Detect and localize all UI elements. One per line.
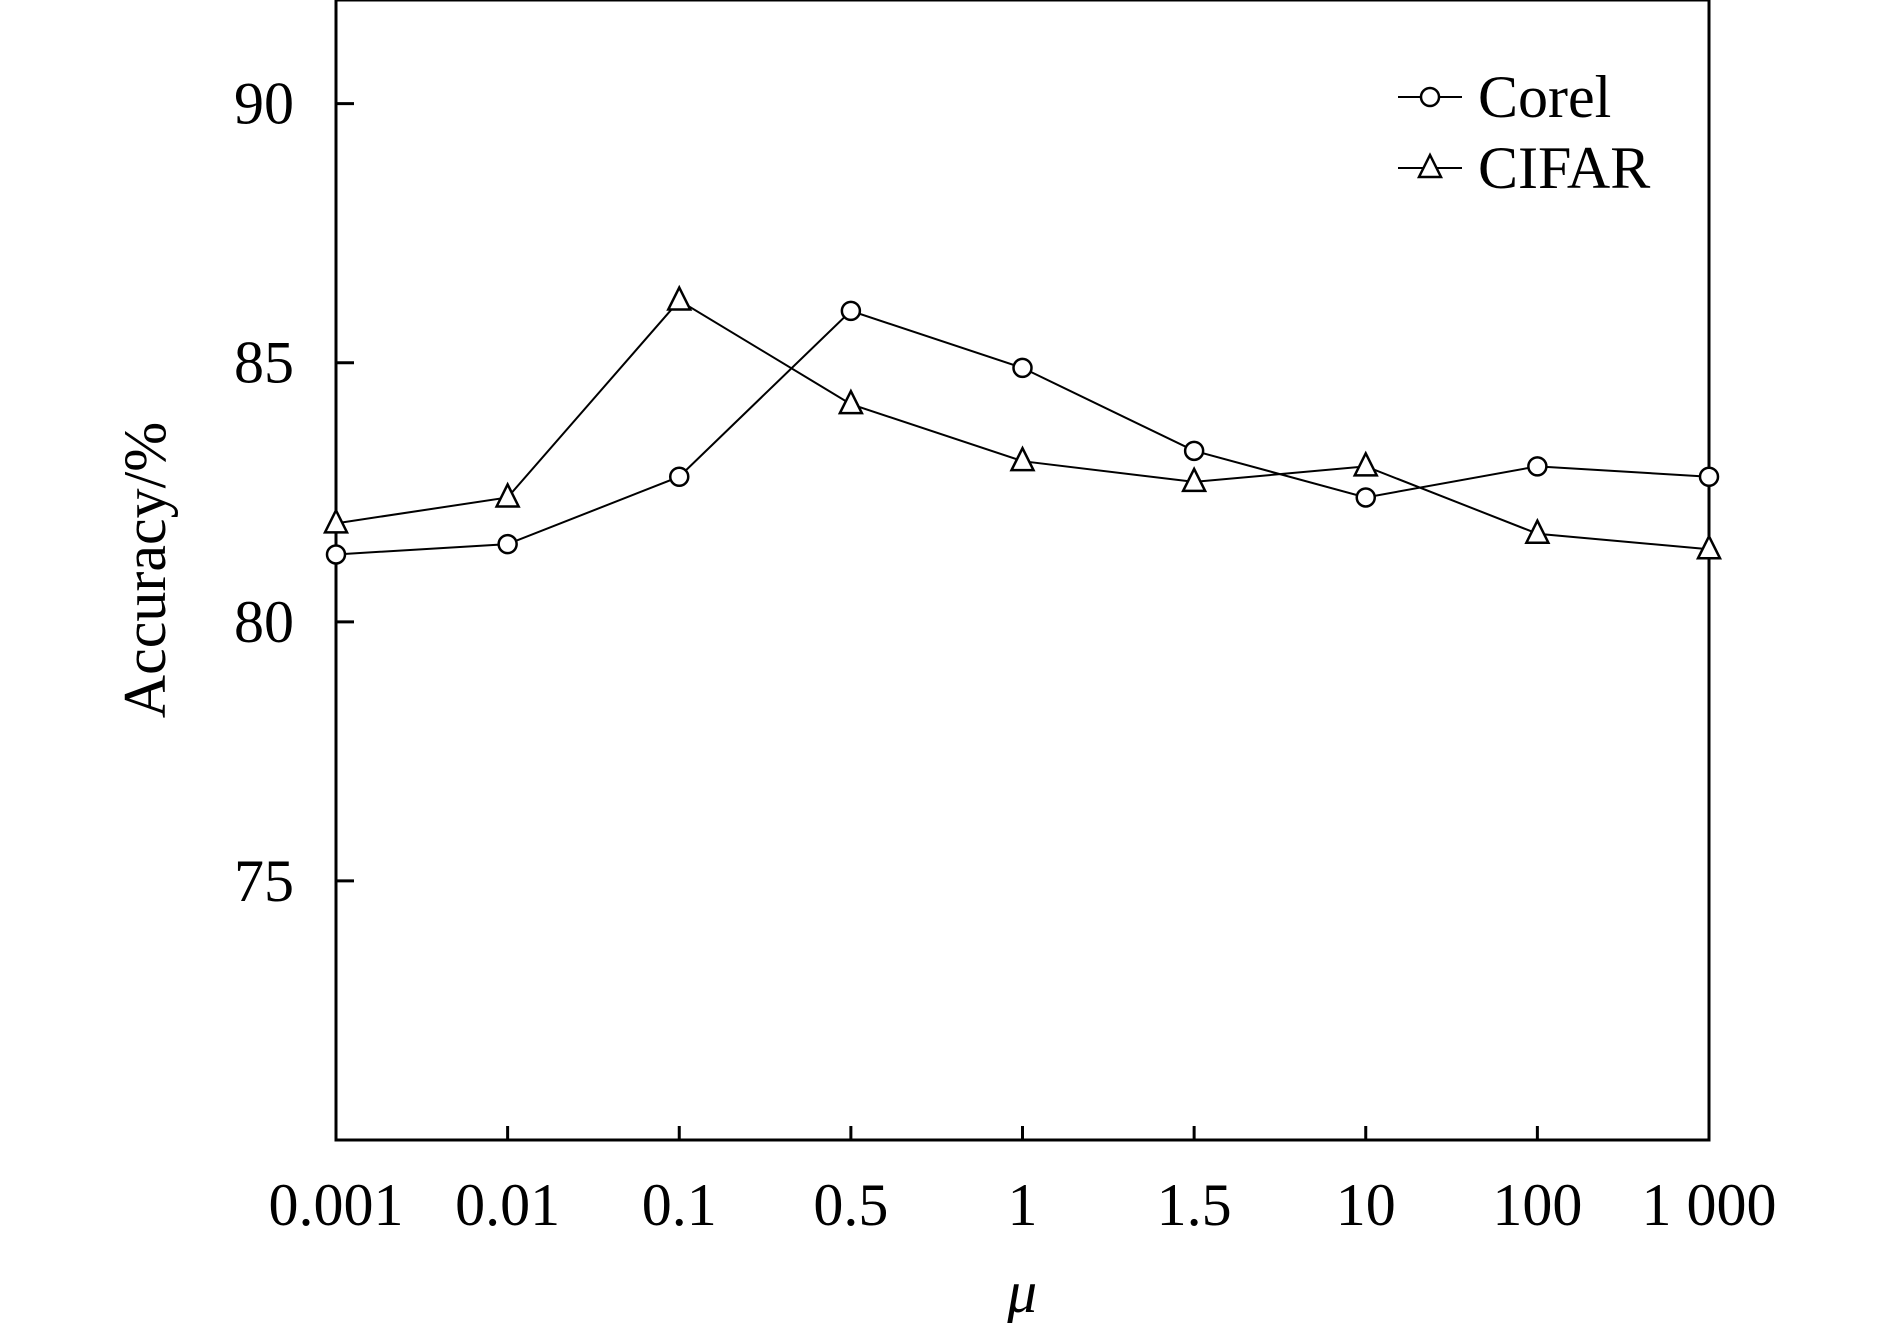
data-point-cifar [1009, 445, 1036, 472]
data-point-cifar [1181, 466, 1208, 493]
y-tick-label: 85 [234, 330, 294, 396]
data-point-cifar [1695, 533, 1723, 560]
x-tick-label: 0.01 [455, 1172, 560, 1238]
legend-label-corel: Corel [1478, 64, 1611, 130]
y-axis-label: Accuracy/% [112, 422, 178, 718]
series-cifar [322, 284, 1723, 560]
x-tick-label: 10 [1336, 1172, 1396, 1238]
y-tick-label: 80 [234, 589, 294, 655]
data-point-corel [1355, 487, 1376, 508]
x-tick-label: 0.1 [642, 1172, 717, 1238]
data-point-corel [669, 466, 690, 487]
data-point-corel [497, 533, 518, 555]
x-tick-label: 1 000 [1642, 1172, 1777, 1238]
legend-item-cifar: CIFAR [1398, 135, 1650, 201]
legend-label-cifar: CIFAR [1478, 135, 1650, 201]
data-point-corel [840, 300, 862, 322]
data-point-corel [1183, 440, 1205, 462]
x-tick-label: 1 [1008, 1172, 1038, 1238]
data-point-cifar [837, 388, 864, 415]
y-tick-label: 90 [234, 71, 294, 137]
data-point-cifar [1524, 517, 1551, 544]
data-point-cifar [1352, 450, 1379, 477]
y-tick-label: 75 [234, 848, 294, 914]
series-line-corel [335, 309, 1710, 556]
data-point-corel [1012, 357, 1033, 379]
series-line-cifar [335, 299, 1710, 551]
x-tick-label: 0.001 [269, 1172, 404, 1238]
data-point-cifar [494, 481, 521, 508]
x-tick-label: 1.5 [1157, 1172, 1232, 1238]
series-corel [325, 300, 1720, 565]
data-point-cifar [322, 507, 350, 534]
legend-marker-corel [1419, 86, 1441, 108]
data-point-corel [325, 544, 347, 565]
x-tick-label: 0.5 [813, 1172, 888, 1238]
x-tick-label: 100 [1492, 1172, 1582, 1238]
x-axis: 0.001 0.01 0.1 0.5 1 1.5 10 100 1 000 [269, 1126, 1777, 1238]
series-layer [322, 284, 1723, 565]
data-point-corel [1527, 456, 1548, 477]
legend-item-corel: Corel [1398, 64, 1611, 130]
y-axis: 75 80 85 90 [234, 71, 354, 914]
data-point-cifar [666, 284, 693, 311]
data-point-corel [1698, 466, 1720, 487]
x-axis-label: μ [1006, 1259, 1037, 1323]
legend-marker-cifar [1416, 152, 1444, 179]
